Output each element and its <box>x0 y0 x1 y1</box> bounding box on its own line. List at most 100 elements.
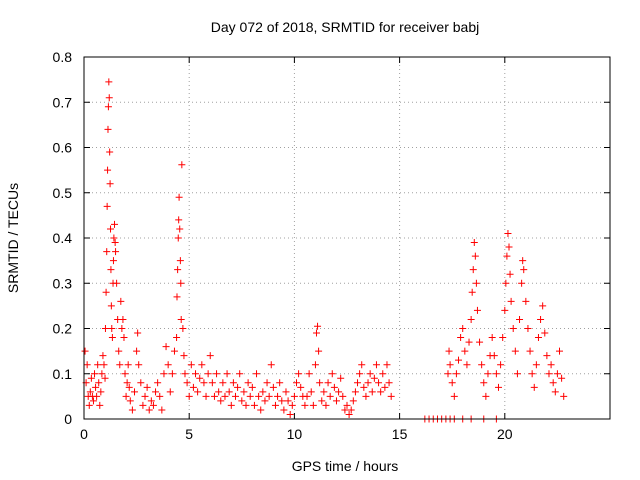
data-point <box>506 270 514 278</box>
data-point <box>208 379 216 387</box>
data-point <box>387 392 395 400</box>
data-point <box>446 361 454 369</box>
data-point <box>106 180 114 188</box>
data-point <box>311 361 319 369</box>
data-point <box>107 266 115 274</box>
x-axis-label: GPS time / hours <box>292 458 399 474</box>
data-point <box>320 388 328 396</box>
data-point <box>225 388 233 396</box>
data-point <box>202 392 210 400</box>
grid-lines <box>84 57 610 419</box>
data-point <box>551 388 559 396</box>
data-point <box>176 225 184 233</box>
data-point <box>102 288 110 296</box>
data-point <box>526 347 534 355</box>
data-point <box>183 379 191 387</box>
y-tick-label: 0.5 <box>53 185 73 201</box>
data-point <box>465 338 473 346</box>
data-point <box>204 370 212 378</box>
data-point <box>494 383 502 391</box>
data-point <box>280 406 288 414</box>
data-point <box>452 370 460 378</box>
data-point <box>278 397 286 405</box>
data-point <box>504 229 512 237</box>
data-point <box>194 388 202 396</box>
data-point <box>192 370 200 378</box>
data-point <box>366 370 374 378</box>
y-tick-label: 0.8 <box>53 49 73 65</box>
data-point <box>545 370 553 378</box>
data-point <box>139 401 147 409</box>
data-point <box>356 370 364 378</box>
data-point <box>534 334 542 342</box>
data-point <box>152 388 160 396</box>
data-point <box>227 401 235 409</box>
data-point <box>103 202 111 210</box>
data-point <box>103 248 111 256</box>
data-point <box>98 370 106 378</box>
data-point <box>312 329 320 337</box>
data-point <box>187 361 195 369</box>
data-point <box>470 239 478 247</box>
data-point <box>288 401 296 409</box>
data-point <box>468 288 476 296</box>
data-point <box>198 361 206 369</box>
data-point <box>81 347 89 355</box>
data-point <box>516 315 524 323</box>
data-point <box>123 379 131 387</box>
data-point <box>124 361 132 369</box>
data-point <box>86 388 94 396</box>
data-point <box>532 361 540 369</box>
data-point <box>223 370 231 378</box>
data-point <box>444 370 452 378</box>
data-point <box>101 374 109 382</box>
data-point <box>238 397 246 405</box>
data-point <box>520 266 528 274</box>
data-point <box>89 397 97 405</box>
data-point <box>459 325 467 332</box>
data-point <box>119 315 127 323</box>
data-point <box>290 392 298 400</box>
data-point <box>107 225 115 233</box>
data-point <box>125 383 133 391</box>
data-point <box>499 334 507 342</box>
data-point <box>530 383 538 391</box>
data-point <box>221 392 229 400</box>
data-points <box>81 78 568 423</box>
data-point <box>316 379 324 387</box>
data-point <box>556 347 564 355</box>
data-point <box>560 392 568 400</box>
data-point <box>185 392 193 400</box>
data-point <box>337 374 345 382</box>
plot-frame <box>83 56 611 420</box>
data-point <box>541 329 549 337</box>
data-point <box>539 302 547 310</box>
data-point <box>111 239 119 247</box>
data-point <box>263 379 271 387</box>
y-tick-labels: 0 0.1 0.2 0.3 0.4 0.5 0.6 0.7 0.8 <box>53 49 73 427</box>
data-point <box>108 334 116 342</box>
data-point <box>177 315 185 323</box>
data-point <box>267 361 275 369</box>
data-point <box>484 370 492 378</box>
data-point <box>370 374 378 382</box>
data-point <box>173 334 181 342</box>
data-point <box>322 401 330 409</box>
chart-title: Day 072 of 2018, SRMTID for receiver bab… <box>211 19 479 35</box>
data-point <box>269 383 277 391</box>
data-point <box>315 347 323 355</box>
data-point <box>177 279 185 287</box>
data-point <box>375 379 383 387</box>
y-tick-label: 0.7 <box>53 94 73 110</box>
data-point <box>109 257 117 265</box>
data-point <box>469 266 477 274</box>
data-point <box>271 401 279 409</box>
data-point <box>100 361 108 369</box>
data-point <box>179 325 187 332</box>
data-point <box>174 266 182 274</box>
data-point <box>519 257 527 265</box>
data-point <box>301 401 309 409</box>
x-tick-label: 15 <box>392 426 408 442</box>
data-point <box>497 361 505 369</box>
data-point <box>105 94 113 102</box>
